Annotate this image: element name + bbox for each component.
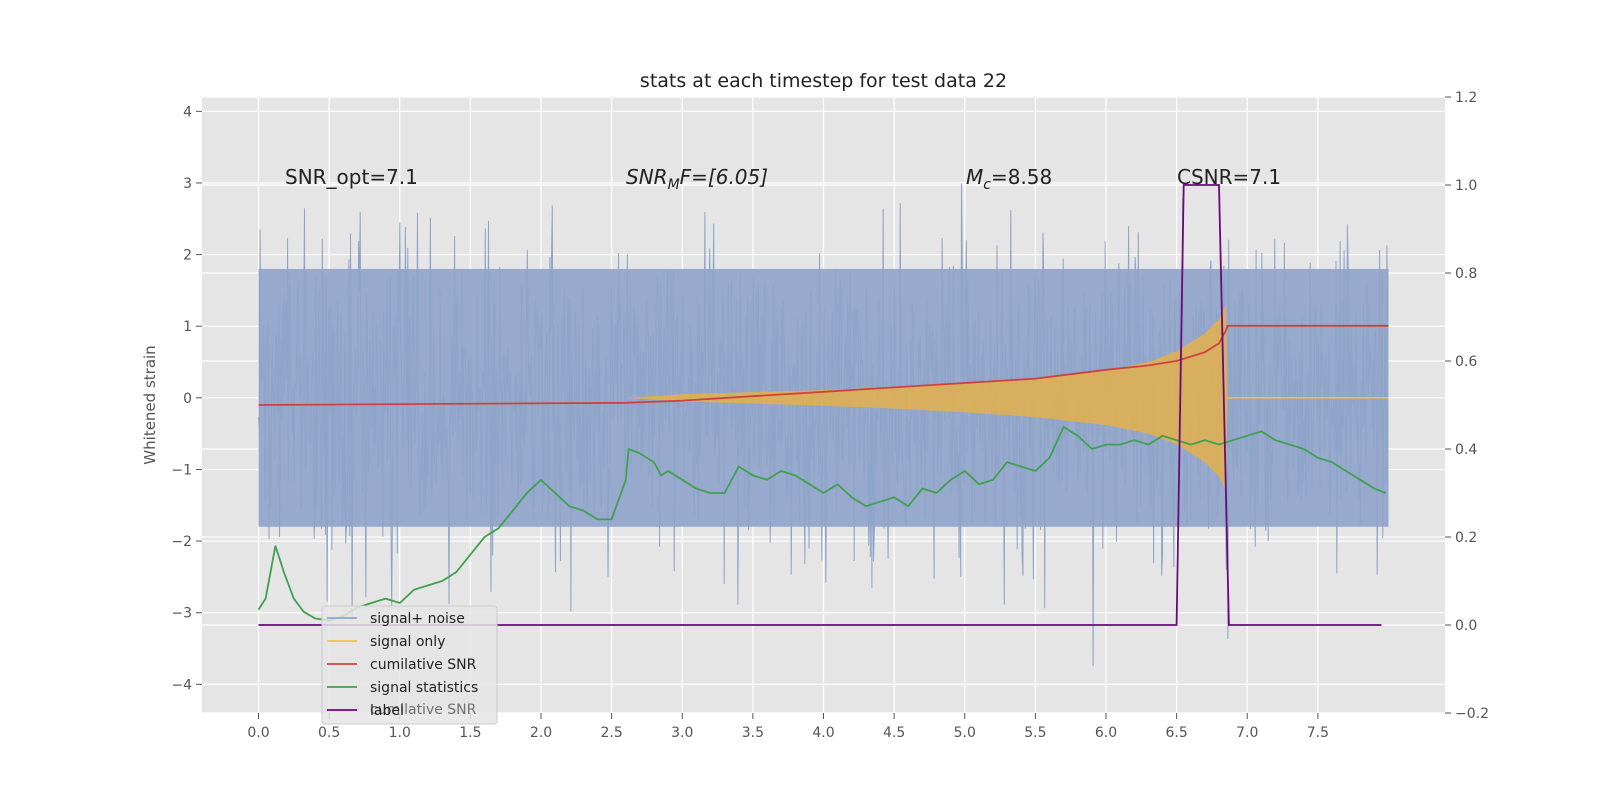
x-tick-label: 1.5 bbox=[459, 725, 481, 741]
x-axis: 0.0 0.5 1.0 1.5 2.0 2.5 3.0 3.5 4.0 4.5 5.0 5.5 6.0 6… bbox=[247, 713, 1329, 741]
x-tick-label: 2.5 bbox=[600, 725, 622, 741]
y2-tick-label: 0.0 bbox=[1455, 618, 1477, 634]
y-tick-label: 2 bbox=[183, 248, 192, 264]
x-tick-label: 0.5 bbox=[318, 725, 340, 741]
y2-tick-label: 1.2 bbox=[1455, 90, 1477, 106]
legend-label: cumilative SNR bbox=[370, 657, 477, 673]
series-lines bbox=[257, 184, 1389, 626]
series-signal-statistics bbox=[257, 425, 1387, 622]
y-tick-label: −2 bbox=[171, 534, 192, 550]
x-tick-label: 7.0 bbox=[1236, 725, 1258, 741]
signal-envelope bbox=[625, 304, 1389, 491]
y-tick-label: −3 bbox=[171, 606, 192, 622]
mc-value: =8.58 bbox=[991, 165, 1052, 189]
y-tick-label: 1 bbox=[183, 319, 192, 335]
y-tick-label: −4 bbox=[171, 677, 192, 693]
y2-tick-label: 0.8 bbox=[1455, 266, 1477, 282]
x-tick-label: 1.0 bbox=[389, 725, 411, 741]
y-tick-label: −1 bbox=[171, 462, 192, 478]
x-tick-label: 5.5 bbox=[1024, 725, 1046, 741]
snr-mf-sub: M bbox=[668, 177, 680, 193]
series-label bbox=[258, 184, 1382, 626]
x-tick-label: 0.0 bbox=[247, 725, 269, 741]
y2-tick-label: 0.4 bbox=[1455, 442, 1477, 458]
y-tick-label: 4 bbox=[183, 104, 192, 120]
legend-label: signal statistics bbox=[370, 680, 478, 696]
series-signal-only bbox=[625, 304, 1389, 491]
legend-box bbox=[321, 605, 498, 725]
x-tick-label: 3.0 bbox=[671, 725, 693, 741]
chart-title: stats at each timestep for test data 22 bbox=[640, 70, 1007, 92]
legend-label: label bbox=[370, 703, 404, 719]
y2-tick-label: 0.6 bbox=[1455, 354, 1477, 370]
x-tick-label: 4.5 bbox=[883, 725, 905, 741]
y2-tick-label: 1.0 bbox=[1455, 178, 1477, 194]
annotation-snr-mf: SNRMF=[6.05] bbox=[626, 165, 768, 193]
mc-sub: c bbox=[983, 177, 991, 193]
y2-tick-label: −0.2 bbox=[1455, 706, 1489, 722]
annotation-snr-opt: SNR_opt=7.1 bbox=[285, 165, 418, 189]
x-tick-label: 2.0 bbox=[530, 725, 552, 741]
x-tick-label: 4.0 bbox=[812, 725, 834, 741]
x-tick-label: 7.5 bbox=[1307, 725, 1329, 741]
x-tick-label: 5.0 bbox=[954, 725, 976, 741]
x-tick-label: 3.5 bbox=[742, 725, 764, 741]
legend-hidden-text: cumilative SNR bbox=[370, 702, 477, 718]
annotation-mc: Mc=8.58 bbox=[966, 165, 1052, 193]
y-axis-label: Whitened strain bbox=[141, 345, 159, 464]
legend: cumilative SNR signal+ noise signal only cu… bbox=[321, 605, 498, 725]
y-tick-label: 3 bbox=[183, 176, 192, 192]
mc-main: M bbox=[966, 165, 983, 189]
y-tick-label: 0 bbox=[183, 391, 192, 407]
snr-mf-f: F=[6.05] bbox=[680, 165, 768, 189]
y-axis-right: 1.2 1.0 0.8 0.6 0.4 0.2 0.0 −0.2 bbox=[1445, 90, 1489, 722]
x-tick-label: 6.5 bbox=[1165, 725, 1187, 741]
snr-mf-main: SNR bbox=[626, 165, 668, 189]
x-tick-label: 6.0 bbox=[1095, 725, 1117, 741]
legend-label: signal+ noise bbox=[370, 611, 465, 627]
annotations: SNR_opt=7.1 SNRMF=[6.05] Mc=8.58 CSNR=7.… bbox=[285, 165, 1281, 193]
y2-tick-label: 0.2 bbox=[1455, 530, 1477, 546]
legend-label: signal only bbox=[370, 634, 445, 650]
annotation-csnr: CSNR=7.1 bbox=[1177, 165, 1281, 189]
y-axis-left: 4 3 2 1 0 −1 −2 −3 −4 bbox=[171, 104, 202, 693]
